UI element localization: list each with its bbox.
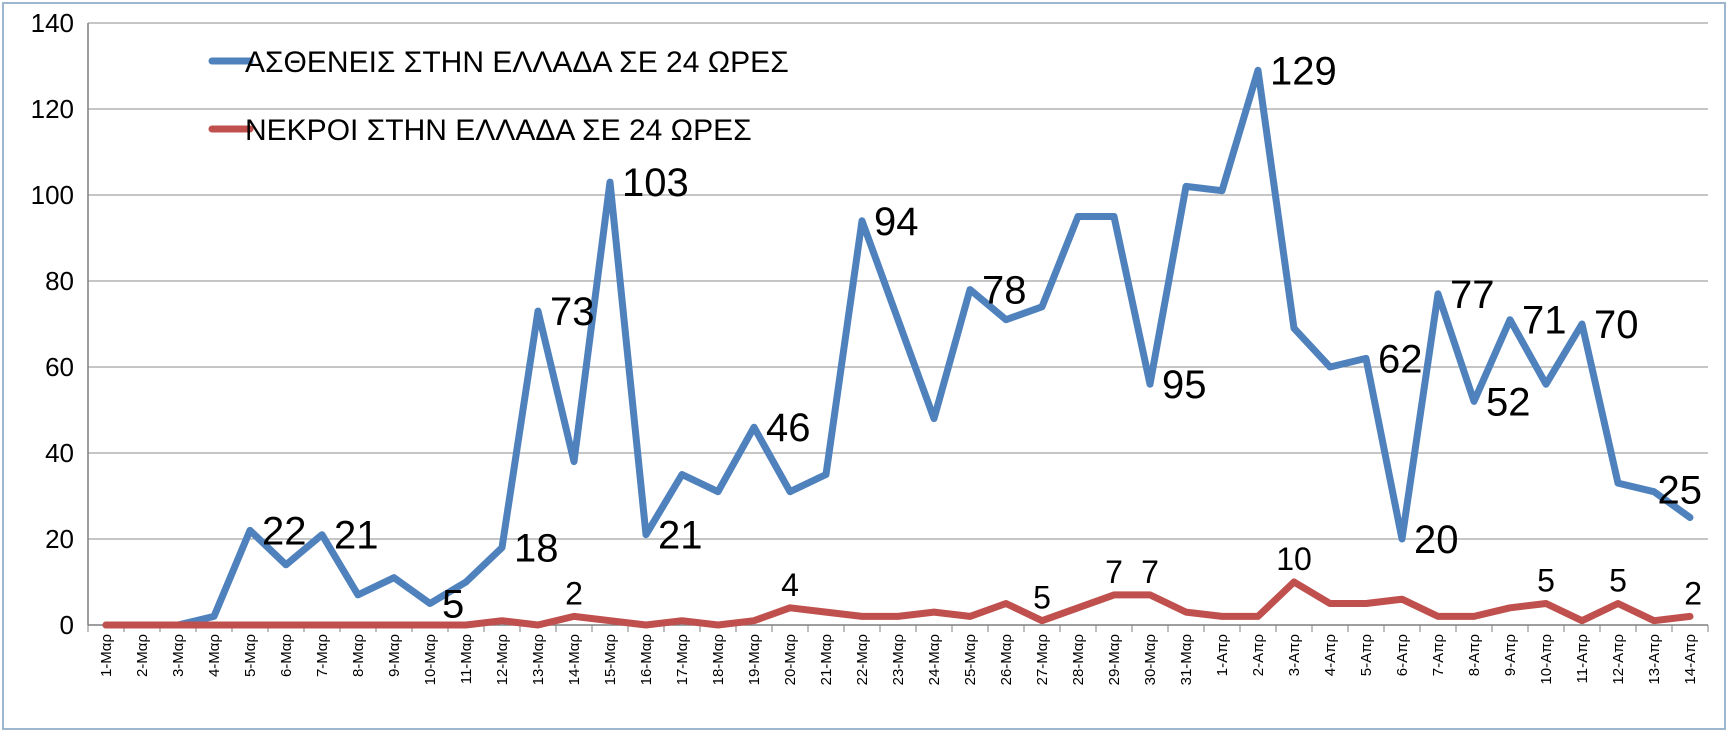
x-tick-label: 5-Απρ (1358, 634, 1375, 676)
x-tick-label: 7-Απρ (1430, 634, 1447, 676)
x-tick-label: 12-Μαρ (494, 634, 511, 685)
x-tick-label: 31-Μαρ (1178, 634, 1195, 685)
series-lines (102, 66, 1694, 629)
data-label-cases: 70 (1594, 303, 1639, 347)
x-tick-label: 2-Μαρ (134, 634, 151, 677)
x-tick-label: 20-Μαρ (782, 634, 799, 685)
data-label-cases: 95 (1162, 363, 1207, 407)
x-tick-label: 14-Μαρ (566, 634, 583, 685)
data-label-cases: 22 (262, 509, 307, 553)
x-tick-label: 9-Απρ (1502, 634, 1519, 676)
x-tick-label: 28-Μαρ (1070, 634, 1087, 685)
x-tick-label: 30-Μαρ (1142, 634, 1159, 685)
data-label-cases: 52 (1486, 380, 1531, 424)
x-tick-label: 11-Απρ (1574, 634, 1591, 683)
x-tick-label: 15-Μαρ (602, 634, 619, 685)
data-label-deaths: 5 (1033, 580, 1051, 616)
x-tick-label: 29-Μαρ (1106, 634, 1123, 685)
y-tick-label: 40 (45, 438, 74, 468)
data-label-cases: 77 (1450, 273, 1495, 317)
x-tick-label: 3-Απρ (1286, 634, 1303, 676)
data-label-deaths: 7 (1105, 554, 1123, 590)
x-tick-label: 26-Μαρ (998, 634, 1015, 685)
legend: ΑΣΘΕΝΕΙΣ ΣΤΗΝ ΕΛΛΑΔΑ ΣΕ 24 ΩΡΕΣ ΝΕΚΡΟΙ Σ… (208, 46, 789, 147)
data-label-cases: 21 (334, 514, 379, 558)
x-axis-tick-labels: 1-Μαρ 2-Μαρ 3-Μαρ 4-Μαρ 5-Μαρ 6-Μαρ 7-Μαρ 8-Μαρ… (98, 634, 1699, 685)
data-label-cases: 94 (874, 200, 919, 244)
x-tick-label: 11-Μαρ (458, 634, 475, 684)
legend-label-cases: ΑΣΘΕΝΕΙΣ ΣΤΗΝ ΕΛΛΑΔΑ ΣΕ 24 ΩΡΕΣ (245, 46, 789, 79)
y-axis-tick-labels: 0 20 40 60 80 100 120 140 (31, 8, 74, 640)
data-label-cases: 129 (1270, 49, 1337, 93)
data-label-deaths: 2 (1684, 575, 1702, 611)
x-tick-label: 10-Απρ (1538, 634, 1555, 685)
x-tick-label: 10-Μαρ (422, 634, 439, 685)
x-tick-label: 24-Μαρ (926, 634, 943, 685)
series-line-cases (102, 66, 1694, 629)
data-label-deaths: 5 (1609, 563, 1627, 599)
x-tick-label: 14-Απρ (1682, 634, 1699, 685)
x-tick-label: 6-Απρ (1394, 634, 1411, 676)
data-label-cases: 18 (514, 527, 559, 571)
x-tick-label: 23-Μαρ (890, 634, 907, 685)
x-tick-label: 3-Μαρ (170, 634, 187, 677)
data-label-cases: 73 (550, 290, 595, 334)
x-tick-label: 1-Απρ (1214, 634, 1231, 676)
data-label-cases: 103 (622, 161, 689, 205)
x-tick-label: 21-Μαρ (818, 634, 835, 685)
data-label-cases: 78 (982, 269, 1027, 313)
x-tick-label: 6-Μαρ (278, 634, 295, 677)
x-tick-label: 1-Μαρ (98, 634, 115, 677)
y-tick-label: 60 (45, 352, 74, 382)
data-label-deaths: 5 (1537, 563, 1555, 599)
data-label-cases: 5 (442, 583, 464, 627)
data-label-cases: 71 (1522, 299, 1567, 343)
x-tick-label: 4-Απρ (1322, 634, 1339, 676)
x-tick-label: 2-Απρ (1250, 634, 1267, 676)
x-tick-label: 7-Μαρ (314, 634, 331, 677)
x-tick-label: 25-Μαρ (962, 634, 979, 685)
data-label-deaths: 10 (1276, 541, 1312, 577)
x-tick-label: 9-Μαρ (386, 634, 403, 677)
y-tick-label: 80 (45, 266, 74, 296)
y-tick-label: 20 (45, 524, 74, 554)
data-label-cases: 21 (658, 514, 703, 558)
x-tick-label: 8-Απρ (1466, 634, 1483, 676)
x-tick-label: 16-Μαρ (638, 634, 655, 685)
y-tick-label: 120 (31, 94, 74, 124)
legend-label-deaths: ΝΕΚΡΟΙ ΣΤΗΝ ΕΛΛΑΔΑ ΣΕ 24 ΩΡΕΣ (245, 114, 752, 147)
data-label-cases: 25 (1658, 469, 1703, 513)
x-tick-label: 27-Μαρ (1034, 634, 1051, 685)
data-label-deaths: 4 (781, 567, 799, 603)
x-tick-label: 5-Μαρ (242, 634, 259, 677)
data-label-cases: 62 (1378, 337, 1423, 381)
x-tick-label: 13-Μαρ (530, 634, 547, 685)
x-tick-label: 8-Μαρ (350, 634, 367, 677)
x-tick-label: 13-Απρ (1646, 634, 1663, 685)
data-label-deaths: 7 (1141, 554, 1159, 590)
x-tick-label: 18-Μαρ (710, 634, 727, 685)
x-tick-label: 22-Μαρ (854, 634, 871, 685)
series-line-deaths (102, 578, 1694, 629)
y-tick-label: 100 (31, 180, 74, 210)
data-label-cases: 46 (766, 406, 811, 450)
y-tick-label: 140 (31, 8, 74, 38)
y-tick-label: 0 (60, 610, 74, 640)
x-tick-label: 19-Μαρ (746, 634, 763, 685)
x-tick-label: 17-Μαρ (674, 634, 691, 685)
x-tick-label: 4-Μαρ (206, 634, 223, 677)
data-label-deaths: 2 (565, 575, 583, 611)
x-tick-label: 12-Απρ (1610, 634, 1627, 685)
data-label-cases: 20 (1414, 518, 1459, 562)
